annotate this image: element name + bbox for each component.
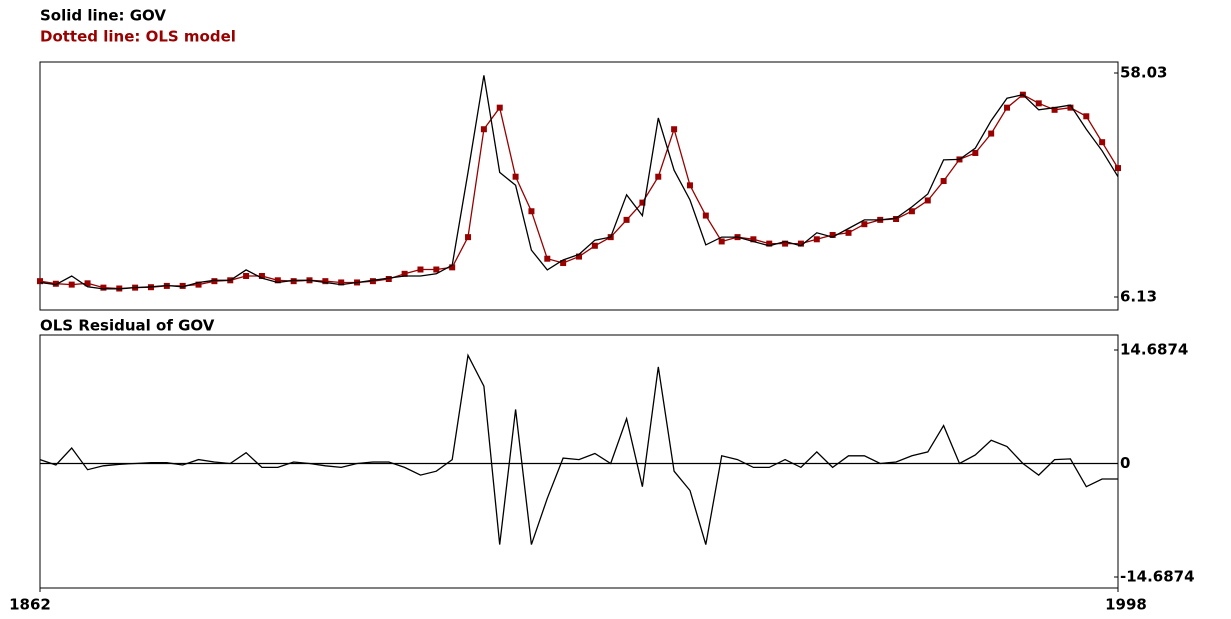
point-marker: [52, 280, 59, 287]
point-marker: [893, 216, 900, 223]
point-marker: [37, 278, 43, 285]
panel-title: OLS Residual of GOV: [40, 317, 215, 335]
point-marker: [258, 272, 265, 279]
point-marker: [813, 236, 820, 243]
point-marker: [988, 130, 995, 137]
point-marker: [908, 208, 915, 215]
point-marker: [1067, 104, 1074, 111]
y-tick-label: 58.03: [1120, 64, 1167, 82]
point-marker: [274, 277, 281, 284]
point-marker: [940, 178, 947, 185]
legend-label: Solid line: GOV: [40, 7, 166, 25]
point-marker: [496, 104, 503, 111]
point-marker: [560, 260, 567, 267]
point-marker: [686, 182, 693, 189]
point-marker: [576, 253, 582, 260]
series-line: [39, 75, 1119, 290]
point-marker: [623, 216, 630, 223]
point-marker: [211, 278, 218, 285]
point-marker: [718, 238, 725, 245]
point-marker: [480, 126, 487, 133]
plot-frame: [39, 61, 1119, 311]
point-marker: [924, 197, 931, 204]
point-marker: [972, 149, 979, 156]
point-marker: [433, 266, 440, 273]
point-marker: [750, 236, 757, 243]
point-marker: [465, 234, 472, 241]
y-tick-label: 14.6874: [1120, 341, 1188, 359]
point-marker: [782, 240, 789, 247]
point-marker: [1083, 113, 1090, 120]
point-marker: [766, 240, 773, 247]
point-marker: [243, 272, 250, 279]
point-marker: [84, 280, 91, 287]
point-marker: [68, 281, 75, 288]
point-marker: [512, 173, 519, 180]
point-marker: [655, 173, 662, 180]
y-tick-label: -14.6874: [1120, 568, 1195, 586]
point-marker: [449, 264, 456, 271]
point-marker: [845, 229, 852, 236]
point-marker: [829, 231, 836, 238]
point-marker: [1115, 165, 1121, 172]
point-marker: [544, 255, 551, 262]
point-marker: [528, 208, 535, 215]
point-marker: [195, 281, 202, 288]
x-tick-label: 1862: [9, 596, 51, 614]
point-marker: [591, 242, 598, 249]
legend-label: Dotted line: OLS model: [40, 28, 236, 46]
plot-frame: [39, 334, 1119, 589]
point-marker: [385, 276, 392, 283]
series-line: [39, 353, 1118, 545]
point-marker: [1051, 106, 1058, 113]
point-marker: [861, 221, 868, 228]
point-marker: [1099, 139, 1106, 146]
point-marker: [179, 282, 186, 289]
point-marker: [1004, 104, 1011, 111]
x-tick-label: 1998: [1105, 596, 1147, 614]
y-tick-label: 0: [1120, 454, 1130, 472]
point-marker: [100, 284, 107, 291]
point-marker: [338, 279, 345, 286]
point-marker: [639, 199, 646, 206]
point-marker: [671, 126, 678, 133]
y-tick-label: 6.13: [1120, 288, 1157, 306]
point-marker: [290, 278, 297, 285]
point-marker: [702, 212, 709, 219]
point-marker: [369, 278, 376, 285]
point-marker: [322, 278, 329, 285]
point-marker: [1035, 100, 1042, 107]
point-marker: [797, 240, 804, 247]
point-marker: [401, 270, 408, 277]
point-marker: [417, 266, 424, 273]
